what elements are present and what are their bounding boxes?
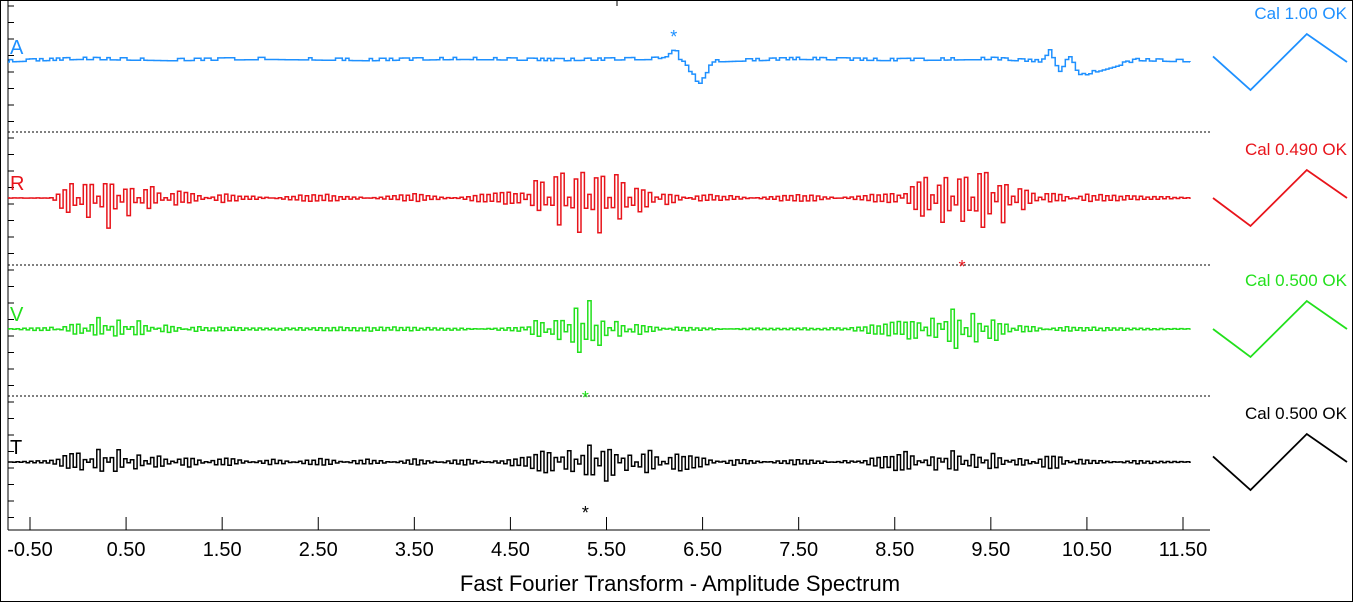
x-axis-label: Fast Fourier Transform - Amplitude Spect… bbox=[460, 571, 900, 596]
peak-marker-v: * bbox=[582, 388, 589, 408]
calibration-pulse-t bbox=[1212, 432, 1348, 492]
x-tick-label: 3.50 bbox=[395, 539, 434, 561]
trace-r bbox=[8, 171, 1191, 234]
channel-traces: A * R * V * T * bbox=[8, 27, 1191, 523]
channel-label-r: R bbox=[10, 173, 24, 195]
calibration-label-v: Cal 0.500 OK bbox=[1245, 271, 1348, 290]
peak-marker-r: * bbox=[959, 257, 966, 277]
x-tick-label: 11.50 bbox=[1159, 539, 1208, 561]
trace-t bbox=[8, 444, 1191, 482]
trace-a bbox=[8, 48, 1191, 84]
calibration-panels: Cal 1.00 OK Cal 0.490 OK Cal 0.500 OK Cal 0… bbox=[1212, 4, 1348, 492]
x-tick-label: 1.50 bbox=[203, 539, 242, 561]
x-tick-label: 9.50 bbox=[971, 539, 1010, 561]
x-tick-label: 10.50 bbox=[1062, 539, 1112, 561]
x-tick-label: 6.50 bbox=[683, 539, 722, 561]
calibration-label-r: Cal 0.490 OK bbox=[1245, 140, 1348, 159]
channel-dividers bbox=[8, 131, 1210, 397]
calibration-pulse-r bbox=[1212, 168, 1348, 228]
x-tick-label: 2.50 bbox=[299, 539, 338, 561]
x-tick-label: -0.50 bbox=[7, 539, 53, 561]
x-tick-label: 7.50 bbox=[779, 539, 818, 561]
x-tick-label: 4.50 bbox=[491, 539, 530, 561]
x-axis-ticks: -0.50 0.50 1.50 2.50 3.50 4.50 5.50 6.50 7.50 8.5… bbox=[7, 5, 1208, 561]
calibration-pulse-v bbox=[1212, 299, 1348, 359]
calibration-label-a: Cal 1.00 OK bbox=[1254, 4, 1347, 23]
trace-v bbox=[8, 299, 1191, 354]
channel-label-v: V bbox=[10, 304, 24, 326]
x-tick-label: 0.50 bbox=[107, 539, 146, 561]
peak-marker-a: * bbox=[670, 27, 677, 47]
calibration-label-t: Cal 0.500 OK bbox=[1245, 404, 1348, 423]
channel-label-a: A bbox=[10, 37, 24, 59]
calibration-pulse-a bbox=[1212, 32, 1348, 92]
x-tick-label: 5.50 bbox=[587, 539, 626, 561]
peak-marker-t: * bbox=[582, 503, 589, 523]
channel-label-t: T bbox=[10, 437, 22, 459]
x-tick-label: 8.50 bbox=[875, 539, 914, 561]
